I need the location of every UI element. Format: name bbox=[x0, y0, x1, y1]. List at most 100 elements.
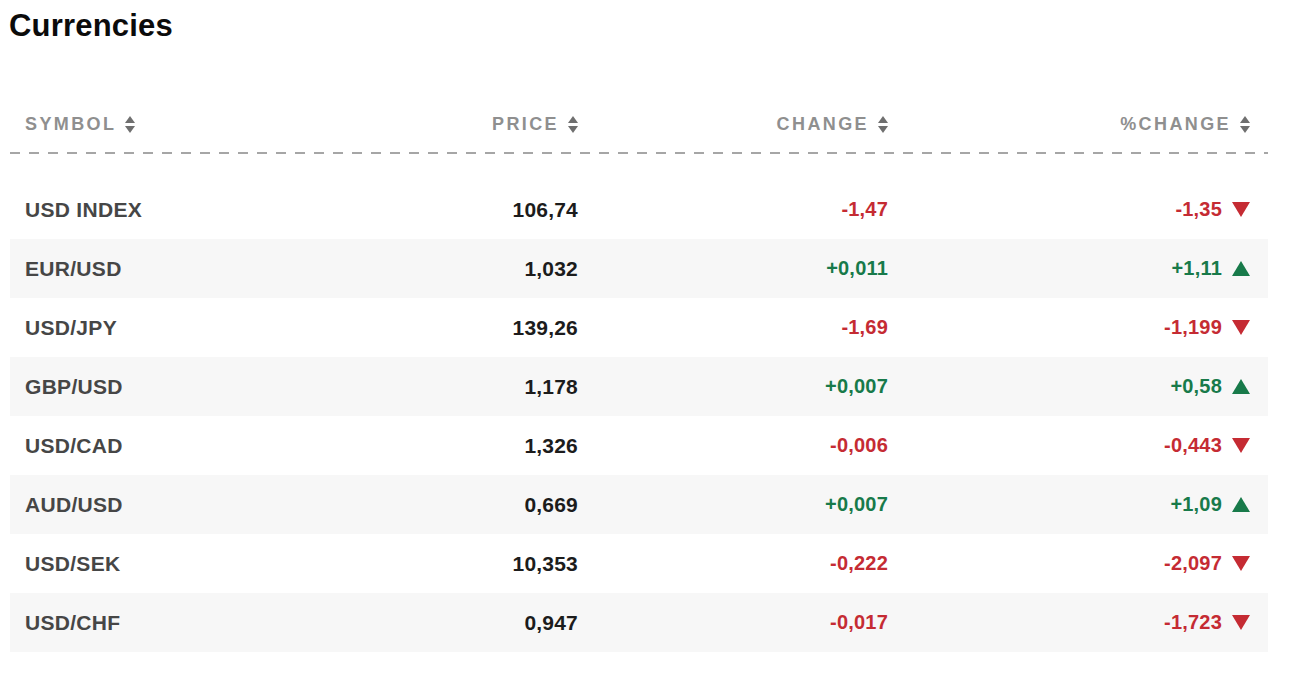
change-value: -1,69 bbox=[841, 316, 888, 339]
symbol-link[interactable]: USD/JPY bbox=[25, 316, 117, 340]
sort-up-icon bbox=[878, 116, 888, 123]
table-row: USD INDEX 106,74 -1,47 -1,35 bbox=[10, 180, 1268, 239]
up-triangle-icon bbox=[1232, 497, 1250, 512]
pct-change-cell: +0,58 bbox=[888, 375, 1268, 398]
change-value: -1,47 bbox=[841, 198, 888, 221]
column-header-pct-change[interactable]: %CHANGE bbox=[888, 114, 1268, 135]
price-value: 0,947 bbox=[524, 611, 578, 635]
table-row: USD/SEK 10,353 -0,222 -2,097 bbox=[10, 534, 1268, 593]
symbol-link[interactable]: EUR/USD bbox=[25, 257, 122, 281]
change-value: -0,006 bbox=[830, 434, 888, 457]
up-triangle-icon bbox=[1232, 379, 1250, 394]
sort-down-icon bbox=[878, 126, 888, 133]
pct-change-value: -2,097 bbox=[1164, 552, 1222, 575]
price-cell: 0,947 bbox=[315, 611, 578, 635]
pct-change-cell: +1,11 bbox=[888, 257, 1268, 280]
sort-down-icon bbox=[125, 126, 135, 133]
pct-change-cell: +1,09 bbox=[888, 493, 1268, 516]
pct-change-value: -1,723 bbox=[1164, 611, 1222, 634]
change-cell: +0,007 bbox=[578, 493, 888, 516]
price-value: 1,032 bbox=[524, 257, 578, 281]
symbol-cell: USD INDEX bbox=[10, 198, 315, 222]
table-row: USD/CAD 1,326 -0,006 -0,443 bbox=[10, 416, 1268, 475]
symbol-link[interactable]: AUD/USD bbox=[25, 493, 123, 517]
symbol-cell: AUD/USD bbox=[10, 493, 315, 517]
pct-change-value: +1,09 bbox=[1170, 493, 1222, 516]
change-cell: +0,011 bbox=[578, 257, 888, 280]
change-cell: +0,007 bbox=[578, 375, 888, 398]
column-header-pct-change-label: %CHANGE bbox=[1120, 114, 1231, 135]
column-header-symbol-label: SYMBOL bbox=[25, 114, 116, 135]
column-header-price-label: PRICE bbox=[492, 114, 559, 135]
column-header-change[interactable]: CHANGE bbox=[578, 114, 888, 135]
pct-change-cell: -2,097 bbox=[888, 552, 1268, 575]
price-value: 139,26 bbox=[513, 316, 578, 340]
symbol-cell: USD/CHF bbox=[10, 611, 315, 635]
pct-change-cell: -1,35 bbox=[888, 198, 1268, 221]
sort-arrows-icon bbox=[125, 116, 135, 133]
price-cell: 10,353 bbox=[315, 552, 578, 576]
pct-change-value: -1,35 bbox=[1175, 198, 1222, 221]
symbol-cell: EUR/USD bbox=[10, 257, 315, 281]
down-triangle-icon bbox=[1232, 556, 1250, 571]
symbol-cell: USD/JPY bbox=[10, 316, 315, 340]
down-triangle-icon bbox=[1232, 320, 1250, 335]
change-value: +0,007 bbox=[825, 493, 888, 516]
sort-arrows-icon bbox=[1240, 116, 1250, 133]
symbol-cell: GBP/USD bbox=[10, 375, 315, 399]
column-header-price[interactable]: PRICE bbox=[315, 114, 578, 135]
price-cell: 1,178 bbox=[315, 375, 578, 399]
table-row: GBP/USD 1,178 +0,007 +0,58 bbox=[10, 357, 1268, 416]
change-value: -0,017 bbox=[830, 611, 888, 634]
pct-change-cell: -0,443 bbox=[888, 434, 1268, 457]
table-body: USD INDEX 106,74 -1,47 -1,35 EUR/USD 1,0… bbox=[10, 180, 1268, 652]
down-triangle-icon bbox=[1232, 615, 1250, 630]
sort-down-icon bbox=[568, 126, 578, 133]
change-value: -0,222 bbox=[830, 552, 888, 575]
pct-change-value: +0,58 bbox=[1170, 375, 1222, 398]
price-cell: 0,669 bbox=[315, 493, 578, 517]
sort-arrows-icon bbox=[568, 116, 578, 133]
price-value: 106,74 bbox=[513, 198, 578, 222]
pct-change-value: -0,443 bbox=[1164, 434, 1222, 457]
symbol-link[interactable]: USD/SEK bbox=[25, 552, 120, 576]
table-row: EUR/USD 1,032 +0,011 +1,11 bbox=[10, 239, 1268, 298]
down-triangle-icon bbox=[1232, 438, 1250, 453]
price-value: 10,353 bbox=[513, 552, 578, 576]
symbol-link[interactable]: USD/CHF bbox=[25, 611, 120, 635]
sort-arrows-icon bbox=[878, 116, 888, 133]
price-cell: 1,326 bbox=[315, 434, 578, 458]
currencies-widget: Currencies SYMBOL PRICE CHANGE bbox=[0, 0, 1290, 652]
symbol-link[interactable]: USD INDEX bbox=[25, 198, 142, 222]
price-value: 0,669 bbox=[524, 493, 578, 517]
symbol-link[interactable]: GBP/USD bbox=[25, 375, 123, 399]
price-cell: 1,032 bbox=[315, 257, 578, 281]
currencies-table: SYMBOL PRICE CHANGE bbox=[10, 97, 1268, 652]
down-triangle-icon bbox=[1232, 202, 1250, 217]
sort-up-icon bbox=[1240, 116, 1250, 123]
pct-change-cell: -1,723 bbox=[888, 611, 1268, 634]
price-value: 1,326 bbox=[524, 434, 578, 458]
change-cell: -0,006 bbox=[578, 434, 888, 457]
symbol-cell: USD/CAD bbox=[10, 434, 315, 458]
symbol-link[interactable]: USD/CAD bbox=[25, 434, 123, 458]
change-cell: -1,47 bbox=[578, 198, 888, 221]
price-cell: 139,26 bbox=[315, 316, 578, 340]
change-cell: -0,017 bbox=[578, 611, 888, 634]
table-header-row: SYMBOL PRICE CHANGE bbox=[10, 97, 1268, 152]
change-value: +0,011 bbox=[826, 257, 888, 280]
change-value: +0,007 bbox=[825, 375, 888, 398]
price-value: 1,178 bbox=[524, 375, 578, 399]
header-divider bbox=[10, 152, 1268, 154]
pct-change-cell: -1,199 bbox=[888, 316, 1268, 339]
up-triangle-icon bbox=[1232, 261, 1250, 276]
table-row: USD/JPY 139,26 -1,69 -1,199 bbox=[10, 298, 1268, 357]
sort-down-icon bbox=[1240, 126, 1250, 133]
column-header-symbol[interactable]: SYMBOL bbox=[10, 114, 315, 135]
pct-change-value: +1,11 bbox=[1171, 257, 1222, 280]
price-cell: 106,74 bbox=[315, 198, 578, 222]
change-cell: -1,69 bbox=[578, 316, 888, 339]
table-row: USD/CHF 0,947 -0,017 -1,723 bbox=[10, 593, 1268, 652]
change-cell: -0,222 bbox=[578, 552, 888, 575]
sort-up-icon bbox=[125, 116, 135, 123]
